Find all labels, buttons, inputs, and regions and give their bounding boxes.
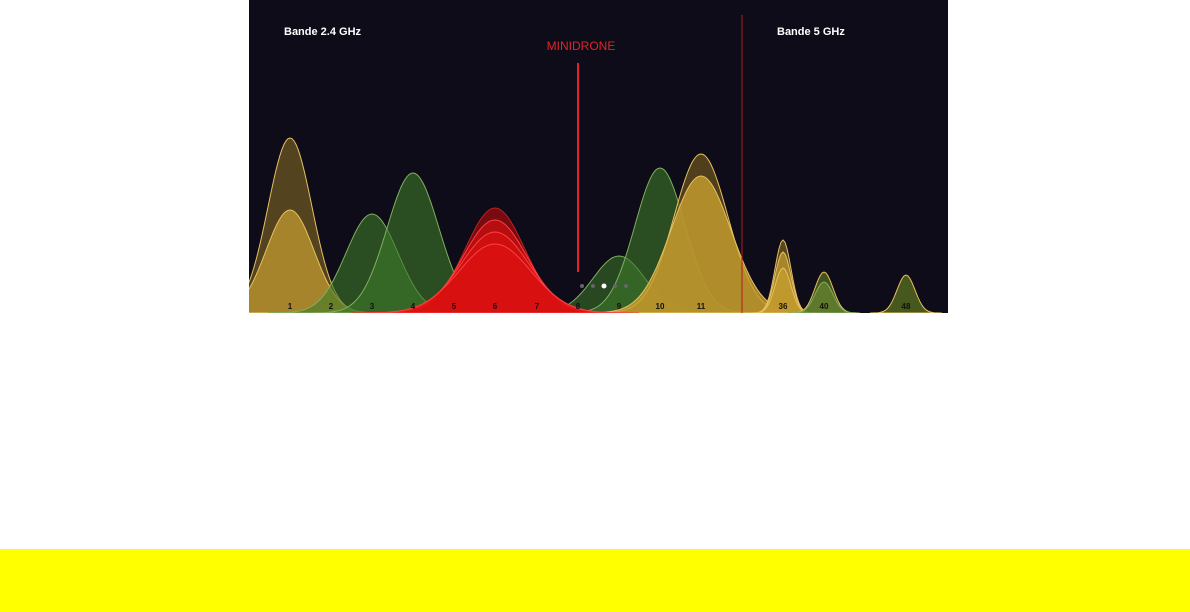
dot-active[interactable]	[601, 283, 607, 289]
channel-label: 1	[288, 302, 293, 311]
channel-label: 2	[329, 302, 334, 311]
channel-label: 7	[535, 302, 540, 311]
channel-label: 5	[452, 302, 457, 311]
channel-label: 36	[779, 302, 788, 311]
signal-curve	[788, 281, 860, 313]
channel-label: 8	[576, 302, 581, 311]
yellow-banner	[0, 549, 1190, 612]
channel-label: 9	[617, 302, 622, 311]
dot[interactable]	[580, 284, 584, 288]
curves	[249, 137, 942, 313]
dot[interactable]	[613, 284, 617, 288]
channel-label: 48	[902, 302, 911, 311]
channel-label: 4	[411, 302, 416, 311]
marker-label: MINIDRONE	[547, 39, 616, 53]
channel-label: 6	[493, 302, 498, 311]
channel-label: 40	[820, 302, 829, 311]
carousel-dots	[580, 283, 628, 289]
spectrum-image: MINIDRONE Bande 2.4 GHz Bande 5 GHz 1 2 3 4…	[249, 0, 948, 313]
channel-label: 11	[697, 302, 706, 311]
dot[interactable]	[591, 284, 595, 288]
channel-label: 10	[656, 302, 665, 311]
band-label: Bande 2.4 GHz	[284, 26, 362, 38]
dot[interactable]	[624, 284, 628, 288]
signal-curve	[870, 274, 942, 313]
channel-label: 3	[370, 302, 375, 311]
signal-curve	[351, 243, 639, 313]
channel-labels: 1 2 3 4 5 6 7 8 9 10 11 36 40 48	[288, 302, 911, 311]
band-label: Bande 5 GHz	[777, 26, 845, 38]
